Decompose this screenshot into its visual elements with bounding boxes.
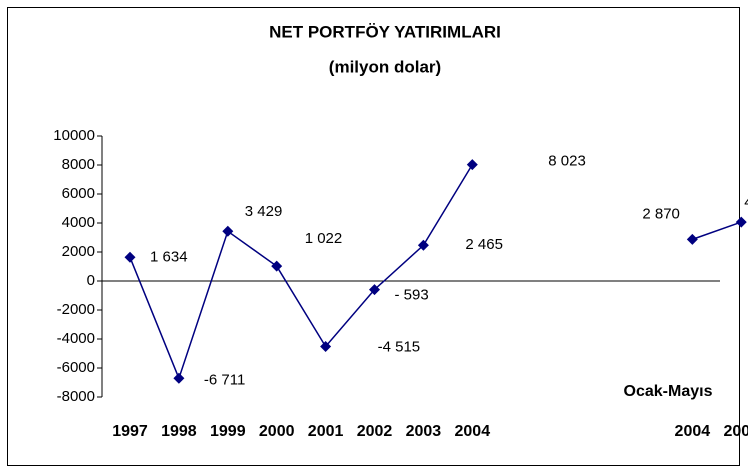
data-label: -4 515 <box>378 338 421 355</box>
y-tick-label: -6000 <box>57 359 95 376</box>
y-tick-label: -4000 <box>57 330 95 347</box>
data-label: -6 711 <box>204 371 245 388</box>
point <box>124 251 136 263</box>
x-tick-label: 1998 <box>161 423 197 440</box>
point <box>686 233 698 245</box>
y-tick-label: -2000 <box>57 301 95 318</box>
data-label: 4 062 <box>744 194 748 211</box>
data-label: 8 023 <box>548 153 586 170</box>
data-label: 1 022 <box>305 230 343 247</box>
data-label: - 593 <box>395 287 429 304</box>
data-label: 2 870 <box>642 205 680 222</box>
y-tick-label: 8000 <box>62 156 95 173</box>
x-tick-label: 2002 <box>357 423 393 440</box>
data-label: 3 429 <box>245 203 283 220</box>
y-tick-label: 4000 <box>62 214 95 231</box>
x-tick-label: 2000 <box>259 423 295 440</box>
point <box>735 216 747 228</box>
annotation: Ocak-Mayıs <box>624 383 713 400</box>
chart-frame <box>7 7 740 466</box>
point <box>466 159 478 171</box>
y-tick-label: 2000 <box>62 243 95 260</box>
y-tick-label: -8000 <box>57 388 95 405</box>
point <box>222 225 234 237</box>
data-label: 2 465 <box>465 236 503 253</box>
line <box>692 221 742 241</box>
data-label: 1 634 <box>150 248 188 265</box>
y-tick-label: 0 <box>87 272 95 289</box>
x-tick-label: 2004 <box>455 423 491 440</box>
x-tick-label: 1999 <box>210 423 246 440</box>
x-tick-label: 2003 <box>406 423 442 440</box>
x-tick-label: 2005 <box>723 423 748 440</box>
x-tick-label: 1997 <box>112 423 148 440</box>
y-tick-label: 6000 <box>62 185 95 202</box>
chart-subtitle: (milyon dolar) <box>329 57 441 76</box>
y-tick-label: 10000 <box>53 127 95 144</box>
x-tick-label: 2004 <box>675 423 711 440</box>
line <box>129 164 473 381</box>
point <box>320 340 332 352</box>
chart-title: NET PORTFÖY YATIRIMLARI <box>269 22 501 41</box>
point <box>417 239 429 251</box>
point <box>369 284 380 296</box>
x-tick-label: 2001 <box>308 423 344 440</box>
point <box>271 260 283 272</box>
point <box>173 372 185 384</box>
